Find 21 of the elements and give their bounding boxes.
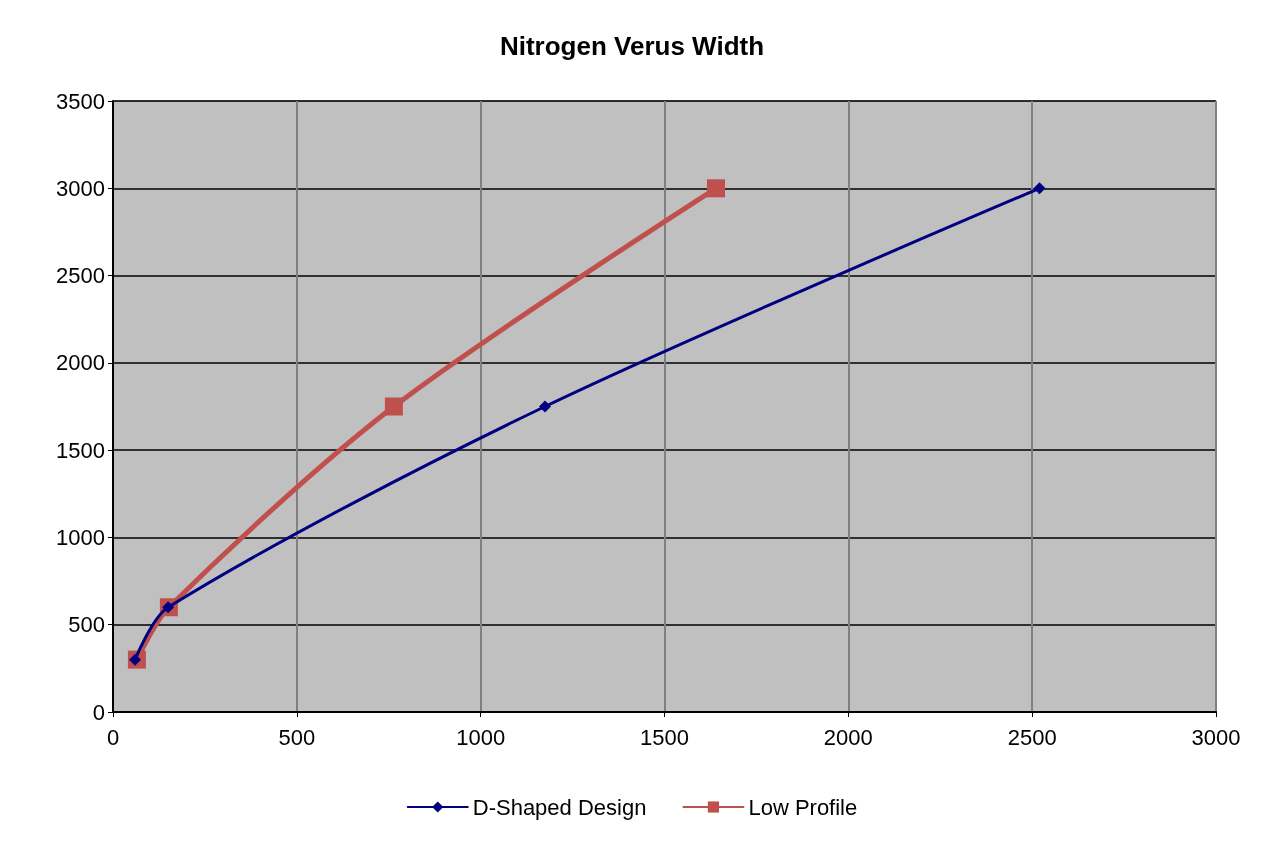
y-tick-label: 0 — [92, 699, 105, 725]
x-tick-label: 1500 — [640, 724, 689, 750]
point — [539, 400, 552, 413]
y-tick-label: 3000 — [56, 175, 105, 201]
x-tick-label: 500 — [278, 724, 316, 750]
y-tick-label: 2000 — [56, 350, 105, 376]
y-tick-label: 3500 — [56, 88, 105, 114]
x-tick-label: 3000 — [1191, 724, 1241, 750]
point — [384, 397, 403, 416]
point — [1033, 182, 1046, 195]
y-tick-label: 500 — [68, 612, 105, 638]
legend-label: D-Shaped Design — [472, 794, 647, 820]
y-tick-label: 1000 — [56, 524, 105, 550]
x-tick-label: 1000 — [456, 724, 506, 750]
x-tick-label: 2000 — [823, 724, 873, 750]
y-tick-label: 1500 — [56, 437, 105, 463]
y-tick-label: 2500 — [56, 263, 105, 289]
chart-title: Nitrogen Verus Width — [499, 31, 765, 61]
point — [706, 179, 725, 198]
x-tick-label: 2500 — [1007, 724, 1057, 750]
legend-label: Low Profile — [748, 794, 858, 820]
